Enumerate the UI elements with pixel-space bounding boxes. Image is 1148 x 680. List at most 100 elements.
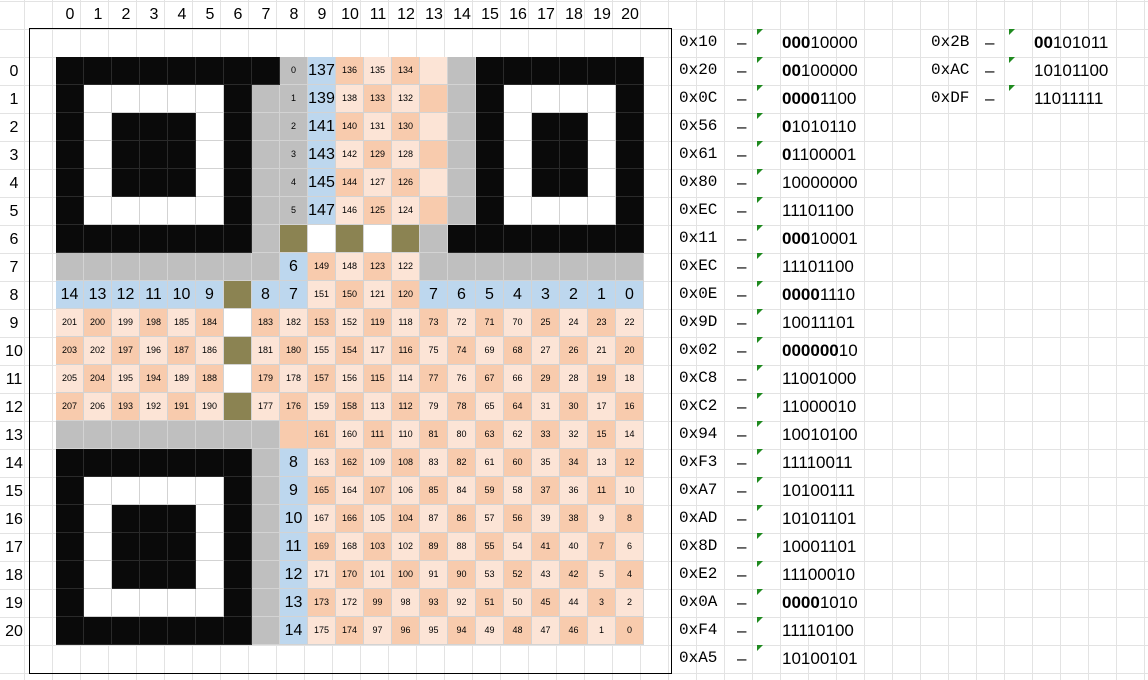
qr-module[interactable]: 69: [476, 337, 504, 365]
qr-module[interactable]: [588, 57, 616, 85]
qr-module[interactable]: [280, 421, 308, 449]
binary-value[interactable]: 11110100: [782, 622, 854, 639]
qr-module[interactable]: [252, 505, 280, 533]
qr-module[interactable]: 188: [196, 365, 224, 393]
binary-value[interactable]: 00010001: [782, 230, 858, 247]
qr-module[interactable]: 7: [280, 281, 308, 309]
qr-module[interactable]: 76: [448, 365, 476, 393]
qr-module[interactable]: [140, 533, 168, 561]
qr-module[interactable]: 4: [504, 281, 532, 309]
qr-module[interactable]: 166: [336, 505, 364, 533]
qr-module[interactable]: 6: [448, 281, 476, 309]
qr-module[interactable]: [196, 225, 224, 253]
qr-module[interactable]: [224, 225, 252, 253]
qr-module[interactable]: [588, 85, 616, 113]
qr-module[interactable]: 62: [504, 421, 532, 449]
qr-module[interactable]: 98: [392, 589, 420, 617]
qr-module[interactable]: [168, 113, 196, 141]
qr-module[interactable]: 6: [280, 253, 308, 281]
qr-module[interactable]: 207: [56, 393, 84, 421]
qr-module[interactable]: 122: [392, 253, 420, 281]
qr-module[interactable]: [532, 85, 560, 113]
qr-module[interactable]: [56, 141, 84, 169]
qr-module[interactable]: 157: [308, 365, 336, 393]
qr-module[interactable]: [112, 589, 140, 617]
qr-module[interactable]: 156: [336, 365, 364, 393]
qr-module[interactable]: [224, 505, 252, 533]
qr-module[interactable]: 74: [448, 337, 476, 365]
qr-module[interactable]: [84, 197, 112, 225]
qr-module[interactable]: [224, 561, 252, 589]
qr-module[interactable]: 171: [308, 561, 336, 589]
qr-module[interactable]: [420, 169, 448, 197]
qr-module[interactable]: [168, 617, 196, 645]
qr-module[interactable]: [504, 169, 532, 197]
qr-module[interactable]: [168, 533, 196, 561]
qr-module[interactable]: [56, 253, 84, 281]
qr-module[interactable]: 52: [504, 561, 532, 589]
qr-module[interactable]: 54: [504, 533, 532, 561]
qr-module[interactable]: [224, 253, 252, 281]
qr-module[interactable]: 10: [616, 477, 644, 505]
qr-module[interactable]: [56, 505, 84, 533]
qr-module[interactable]: 3: [280, 141, 308, 169]
qr-module[interactable]: 12: [112, 281, 140, 309]
qr-module[interactable]: 179: [252, 365, 280, 393]
qr-module[interactable]: 10: [168, 281, 196, 309]
qr-module[interactable]: 77: [420, 365, 448, 393]
binary-value[interactable]: 00001010: [782, 594, 858, 611]
qr-module[interactable]: 136: [336, 57, 364, 85]
qr-module[interactable]: 16: [616, 393, 644, 421]
qr-module[interactable]: [140, 477, 168, 505]
qr-module[interactable]: 184: [196, 309, 224, 337]
qr-module[interactable]: 3: [588, 589, 616, 617]
qr-module[interactable]: [224, 197, 252, 225]
qr-module[interactable]: 169: [308, 533, 336, 561]
qr-module[interactable]: 206: [84, 393, 112, 421]
qr-module[interactable]: 79: [420, 393, 448, 421]
binary-value[interactable]: 10010100: [782, 426, 858, 443]
qr-module[interactable]: [224, 449, 252, 477]
qr-module[interactable]: 194: [140, 365, 168, 393]
qr-module[interactable]: [616, 169, 644, 197]
qr-module[interactable]: [168, 449, 196, 477]
qr-module[interactable]: [476, 197, 504, 225]
qr-module[interactable]: [420, 113, 448, 141]
qr-module[interactable]: 160: [336, 421, 364, 449]
qr-module[interactable]: 6: [616, 533, 644, 561]
qr-module[interactable]: [224, 589, 252, 617]
qr-module[interactable]: 128: [392, 141, 420, 169]
qr-module[interactable]: [448, 85, 476, 113]
qr-module[interactable]: 8: [616, 505, 644, 533]
qr-module[interactable]: 15: [588, 421, 616, 449]
qr-module[interactable]: 9: [588, 505, 616, 533]
qr-module[interactable]: 110: [392, 421, 420, 449]
qr-module[interactable]: [84, 617, 112, 645]
qr-module[interactable]: 1: [588, 281, 616, 309]
qr-module[interactable]: [252, 589, 280, 617]
qr-module[interactable]: 11: [280, 533, 308, 561]
qr-module[interactable]: [84, 141, 112, 169]
qr-module[interactable]: 104: [392, 505, 420, 533]
qr-module[interactable]: [168, 57, 196, 85]
qr-module[interactable]: 43: [532, 561, 560, 589]
qr-module[interactable]: 8: [280, 449, 308, 477]
qr-module[interactable]: [168, 85, 196, 113]
qr-module[interactable]: 109: [364, 449, 392, 477]
qr-module[interactable]: [588, 197, 616, 225]
binary-value[interactable]: 10100101: [782, 650, 858, 667]
qr-module[interactable]: 149: [308, 253, 336, 281]
qr-module[interactable]: 83: [420, 449, 448, 477]
qr-module[interactable]: [56, 421, 84, 449]
qr-module[interactable]: [84, 533, 112, 561]
qr-module[interactable]: 89: [420, 533, 448, 561]
qr-module[interactable]: [112, 533, 140, 561]
qr-module[interactable]: [616, 141, 644, 169]
qr-module[interactable]: [504, 253, 532, 281]
qr-module[interactable]: 2: [616, 589, 644, 617]
qr-module[interactable]: 14: [280, 617, 308, 645]
qr-module[interactable]: 202: [84, 337, 112, 365]
qr-module[interactable]: [252, 85, 280, 113]
qr-module[interactable]: 14: [56, 281, 84, 309]
qr-module[interactable]: 1: [280, 85, 308, 113]
